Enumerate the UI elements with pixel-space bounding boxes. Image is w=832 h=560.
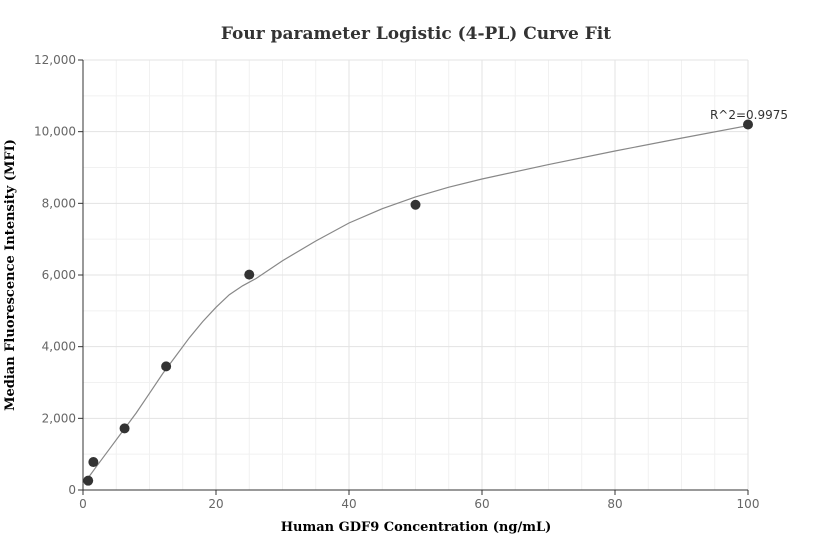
data-point — [244, 269, 255, 280]
tick-layer: 0 20 40 60 80 100 0 2,000 4,000 6,000 8,000 10,000 1… — [34, 53, 759, 511]
y-tick-label: 2,000 — [42, 411, 76, 425]
data-point — [161, 361, 172, 372]
point-layer — [83, 119, 753, 486]
x-tick-label: 20 — [208, 497, 223, 511]
grid-layer — [83, 59, 749, 490]
y-tick-label: 0 — [68, 483, 76, 497]
y-tick-label: 4,000 — [42, 340, 76, 354]
y-tick-label: 10,000 — [34, 125, 76, 139]
y-axis-title: Median Fluorescence Intensity (MFI) — [3, 139, 18, 411]
y-tick-label: 8,000 — [42, 196, 76, 210]
x-tick-label: 60 — [474, 497, 489, 511]
y-tick-label: 6,000 — [42, 268, 76, 282]
x-tick-label: 40 — [341, 497, 356, 511]
data-point — [83, 475, 94, 486]
x-tick-label: 80 — [607, 497, 622, 511]
data-point — [743, 119, 753, 130]
chart-title: Four parameter Logistic (4-PL) Curve Fit — [221, 24, 611, 44]
data-point — [119, 423, 130, 434]
data-point — [410, 199, 421, 210]
r-squared-annotation: R^2=0.9975 — [710, 108, 788, 122]
y-tick-label: 12,000 — [34, 53, 76, 67]
x-tick-label: 0 — [79, 497, 87, 511]
data-point — [88, 457, 99, 468]
x-tick-label: 100 — [737, 497, 760, 511]
x-axis-title: Human GDF9 Concentration (ng/mL) — [281, 520, 552, 535]
